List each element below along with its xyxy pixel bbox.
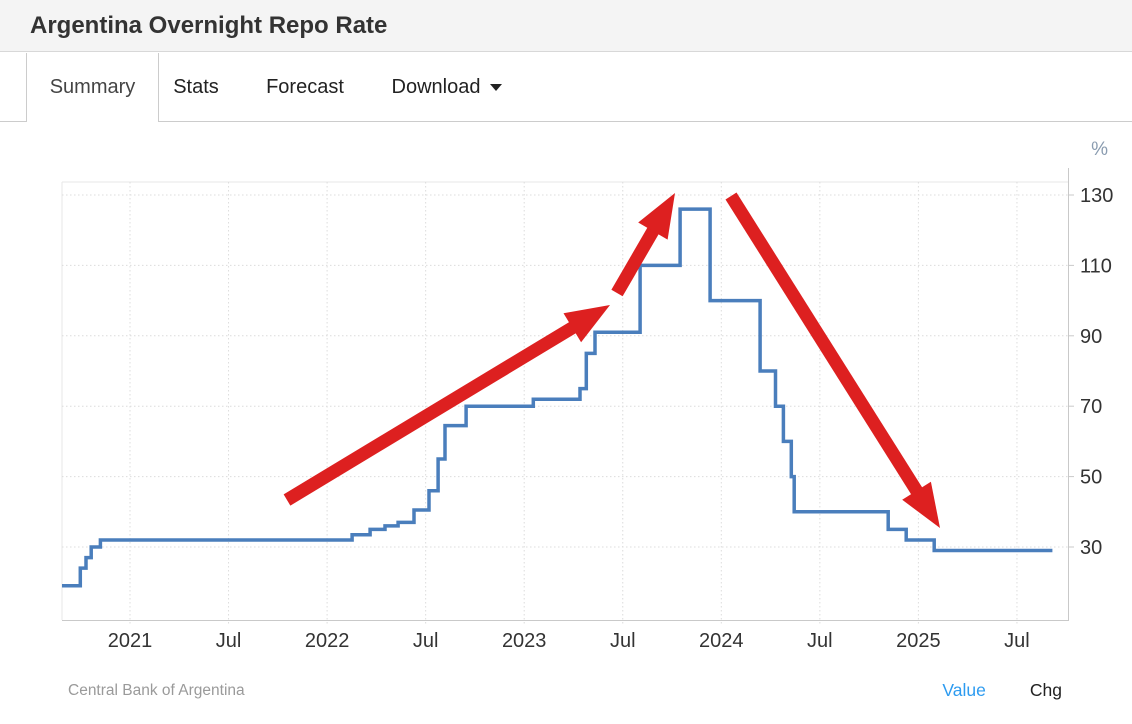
x-tick-label: Jul [413, 630, 439, 652]
x-tick-label: 2022 [305, 630, 350, 652]
chart-panel: 2021 Jul 2022 Jul 2023 Jul 2024 Jul 2025 Jul 30 50 7… [0, 122, 1132, 660]
trend-arrow-head-up [638, 193, 675, 240]
y-tick-label: 70 [1080, 396, 1102, 418]
series-line [62, 207, 1053, 588]
x-tick-label: Jul [610, 630, 636, 652]
trend-arrow-head-up [563, 305, 610, 343]
tabbar-divider [0, 121, 26, 122]
footer-links: Value Chg [942, 680, 1062, 701]
tab-stats[interactable]: Stats [158, 53, 234, 122]
chart-canvas[interactable]: 2021 Jul 2022 Jul 2023 Jul 2024 Jul 2025 Jul 30 50 7… [0, 122, 1132, 660]
tab-forecast-label: Forecast [266, 76, 344, 98]
x-tick-label: 2023 [502, 630, 547, 652]
y-tick-label: 50 [1080, 467, 1102, 489]
y-tick-label: 110 [1080, 255, 1112, 277]
tab-stats-label: Stats [173, 76, 219, 98]
x-tick-label: 2021 [108, 630, 153, 652]
y-axis-unit-label: % [1091, 139, 1108, 160]
x-tick-label: 2024 [699, 630, 744, 652]
y-tick-label: 130 [1080, 185, 1113, 207]
chart-footer: Central Bank of Argentina Value Chg [0, 660, 1132, 724]
tab-summary-label: Summary [49, 76, 136, 98]
x-tick-label: 2025 [896, 630, 941, 652]
x-tick-label: Jul [807, 630, 833, 652]
chg-link[interactable]: Chg [1029, 680, 1062, 700]
chevron-down-icon [490, 84, 503, 91]
tab-download-label: Download [391, 76, 481, 98]
y-tick-label: 30 [1080, 537, 1102, 559]
tab-summary[interactable]: Summary [26, 53, 159, 122]
x-tick-label: Jul [1004, 630, 1030, 652]
page-title: Argentina Overnight Repo Rate [30, 12, 388, 39]
x-tick-label: Jul [216, 630, 242, 652]
value-link[interactable]: Value [942, 680, 986, 700]
tab-bar: Summary Stats Forecast Download [0, 53, 1132, 122]
y-tick-label: 90 [1080, 326, 1102, 348]
page-header: Argentina Overnight Repo Rate [0, 0, 1132, 52]
trend-arrow-head-down [902, 481, 940, 528]
source-label: Central Bank of Argentina [68, 682, 245, 699]
tab-forecast[interactable]: Forecast [250, 53, 360, 122]
trend-arrow-shaft-down [725, 192, 933, 511]
trend-arrow-shaft-up [283, 311, 593, 506]
tab-download[interactable]: Download [372, 53, 522, 122]
tabbar-divider [158, 121, 1132, 122]
